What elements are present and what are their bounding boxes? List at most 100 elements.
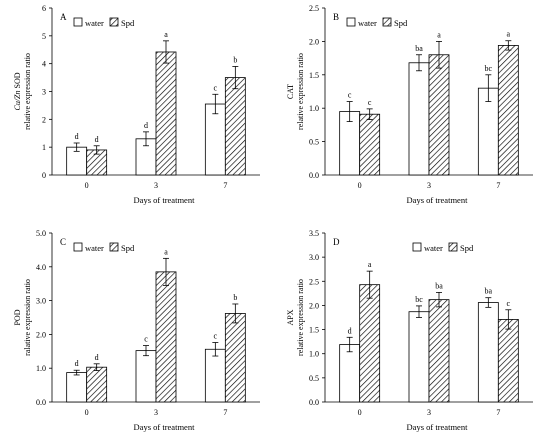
legend-label-water: water — [85, 18, 104, 28]
chart-panel-c: 0.0 1.0 2.0 3.0 4.0 5.0 C POD ralative expressio… — [13, 229, 260, 432]
legend-swatch-water — [73, 17, 83, 27]
significance-label: a — [507, 30, 511, 39]
panel-letter: A — [60, 12, 67, 22]
x-axis-title: Days of treatment — [134, 422, 196, 432]
legend-swatch-spd — [109, 242, 119, 252]
significance-label: a — [368, 260, 372, 269]
legend-swatch-spd — [382, 17, 392, 27]
x-tick-label: 0 — [85, 408, 89, 417]
x-tick-label: 0 — [85, 181, 89, 190]
y-tick-label: 6 — [42, 4, 46, 13]
y-axis-subtitle: relative expression ratio — [296, 279, 305, 356]
y-tick-label: 5.0 — [36, 229, 46, 238]
significance-label: c — [214, 332, 218, 341]
panel-letter: C — [60, 237, 66, 247]
significance-label: bc — [415, 295, 423, 304]
y-axis-title-rest: APX — [286, 309, 295, 325]
x-tick-label: 3 — [154, 181, 158, 190]
significance-label: d — [75, 359, 79, 368]
significance-label: d — [348, 326, 352, 335]
y-tick-label: 2.5 — [309, 277, 319, 286]
y-axis-title: POD — [13, 309, 22, 325]
y-tick-label: 0.0 — [309, 398, 319, 407]
x-tick-label: 3 — [427, 181, 431, 190]
significance-label: c — [214, 83, 218, 92]
legend-label-spd: Spd — [121, 18, 135, 28]
y-axis-title: CAT — [286, 84, 295, 99]
bar-spd — [359, 284, 381, 403]
bar-water — [66, 372, 88, 403]
y-tick-label: 4.0 — [36, 263, 46, 272]
y-tick-label: 0.0 — [36, 398, 46, 407]
y-tick-label: 1.0 — [36, 364, 46, 373]
legend-swatch-water — [412, 242, 422, 252]
significance-label: d — [95, 353, 99, 362]
bar-spd — [155, 51, 177, 176]
chart-panel-b: 0.0 0.5 1.0 1.5 2.0 2.5 B CAT relative expressio… — [286, 4, 533, 205]
x-axis-title: Days of treatment — [134, 195, 196, 205]
y-tick-label: 1.0 — [309, 350, 319, 359]
y-axis-title-italic: Cu/Zn — [13, 91, 22, 111]
significance-label: c — [348, 91, 352, 100]
y-axis-title: Cu/Zn SOD — [13, 72, 22, 110]
y-tick-label: 3 — [42, 88, 46, 97]
bar-spd — [224, 313, 246, 403]
y-axis-subtitle: ralative expression ratio — [23, 279, 32, 356]
significance-label: ba — [485, 287, 493, 296]
bar-spd — [497, 319, 519, 403]
y-tick-label: 1 — [42, 143, 46, 152]
x-tick-label: 0 — [358, 408, 362, 417]
bar-water — [408, 62, 430, 176]
y-axis-title: APX — [286, 309, 295, 325]
y-tick-label: 0 — [42, 171, 46, 180]
legend-swatch-water — [73, 242, 83, 252]
bar-water — [477, 302, 499, 403]
y-tick-label: 1.5 — [309, 326, 319, 335]
y-tick-label: 3.0 — [309, 253, 319, 262]
bar-spd — [428, 54, 450, 176]
legend-label-spd: Spd — [121, 243, 135, 253]
x-tick-label: 3 — [427, 408, 431, 417]
significance-label: d — [144, 121, 148, 130]
y-tick-label: 2.0 — [36, 330, 46, 339]
x-tick-label: 0 — [358, 181, 362, 190]
significance-label: ba — [415, 44, 423, 53]
chart-panel-a: 0 1 2 3 4 5 6 A Cu/Zn SOD relative expression rat… — [13, 4, 260, 205]
panel-letter: B — [333, 12, 339, 22]
significance-label: ba — [435, 281, 443, 290]
y-tick-label: 3.5 — [309, 229, 319, 238]
y-tick-label: 3.0 — [36, 297, 46, 306]
legend-swatch-water — [346, 17, 356, 27]
legend-label-spd: Spd — [394, 18, 408, 28]
bar-spd — [359, 113, 381, 176]
y-tick-label: 5 — [42, 32, 46, 41]
significance-label: a — [164, 30, 168, 39]
legend-swatch-spd — [448, 242, 458, 252]
bar-water — [204, 103, 226, 176]
x-tick-label: 7 — [496, 408, 500, 417]
y-axis-subtitle: relative expression ratio — [296, 53, 305, 130]
x-axis-title: Days of treatment — [407, 422, 469, 432]
y-tick-label: 2.0 — [309, 37, 319, 46]
y-tick-label: 0.0 — [309, 171, 319, 180]
x-tick-label: 7 — [496, 181, 500, 190]
bar-water — [339, 344, 361, 403]
y-tick-label: 4 — [42, 60, 46, 69]
y-axis-title-rest: CAT — [286, 84, 295, 99]
y-axis-title-rest: SOD — [13, 72, 22, 90]
legend-label-spd: Spd — [460, 243, 474, 253]
bar-spd — [155, 271, 177, 403]
y-axis-title-rest: POD — [13, 309, 22, 325]
bar-water — [135, 350, 157, 403]
significance-label: d — [75, 132, 79, 141]
significance-label: a — [437, 30, 441, 39]
significance-label: bc — [485, 64, 493, 73]
y-tick-label: 1.5 — [309, 71, 319, 80]
significance-label: c — [144, 335, 148, 344]
panel-letter: D — [333, 237, 340, 247]
y-tick-label: 2.0 — [309, 301, 319, 310]
significance-label: b — [233, 293, 237, 302]
legend-swatch-spd — [109, 17, 119, 27]
y-tick-label: 2 — [42, 115, 46, 124]
x-axis-title: Days of treatment — [407, 195, 469, 205]
